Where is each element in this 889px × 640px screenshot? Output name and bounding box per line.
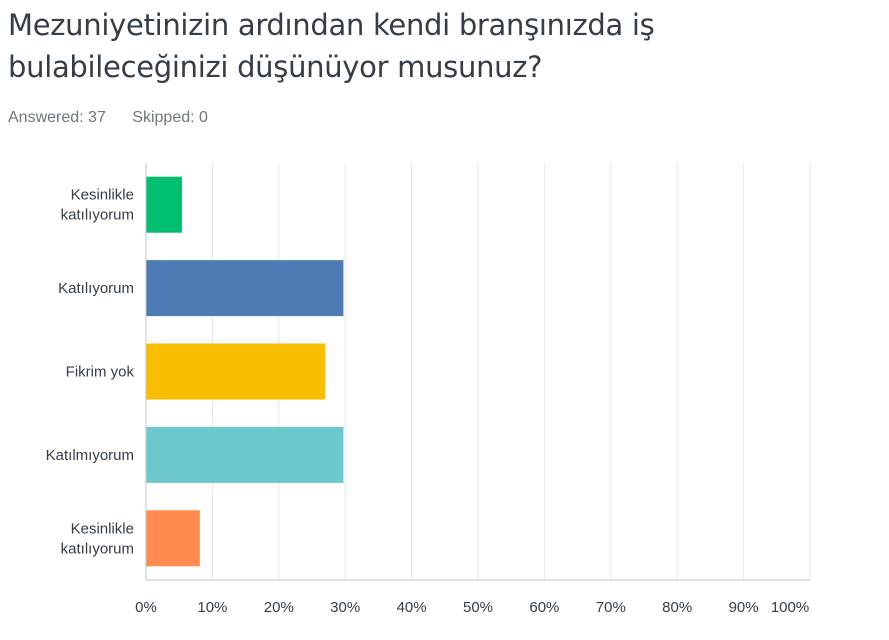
x-tick-label: 90%	[729, 599, 759, 616]
category-labels: Kesinlikle katılıyorum Katılıyorum Fikrim y…	[46, 187, 135, 558]
axes	[145, 163, 810, 581]
response-stats: Answered: 37 Skipped: 0	[8, 109, 230, 127]
category-label: Kesinlikle katılıyorum	[61, 187, 134, 224]
category-label: Kesinlikle katılıyorum	[61, 520, 134, 557]
x-tick-label: 40%	[397, 599, 427, 616]
x-tick-label: 10%	[197, 599, 227, 616]
x-tick-label: 100%	[771, 599, 809, 616]
x-tick-label: 0%	[135, 599, 157, 616]
category-label: Katılmıyorum	[46, 447, 134, 464]
question-title: Mezuniyetinizin ardından kendi branşınız…	[8, 8, 655, 84]
bars	[146, 176, 344, 567]
bar[interactable]	[146, 426, 344, 483]
bar[interactable]	[146, 176, 182, 233]
category-label: Fikrim yok	[66, 364, 135, 381]
bar[interactable]	[146, 343, 326, 400]
bar[interactable]	[146, 510, 200, 567]
tick-labels: 0% 10% 20% 30% 40% 50% 60% 70% 80% 90% 100%	[135, 599, 809, 616]
x-tick-label: 80%	[662, 599, 692, 616]
x-tick-label: 20%	[264, 599, 294, 616]
x-tick-label: 30%	[330, 599, 360, 616]
answered-count: Answered: 37	[8, 109, 106, 126]
x-tick-label: 50%	[463, 599, 493, 616]
x-tick-label: 70%	[596, 599, 626, 616]
x-tick-label: 60%	[529, 599, 559, 616]
bar[interactable]	[146, 260, 344, 317]
skipped-count: Skipped: 0	[132, 109, 208, 126]
gridlines	[211, 163, 811, 580]
category-label: Katılıyorum	[58, 280, 134, 297]
